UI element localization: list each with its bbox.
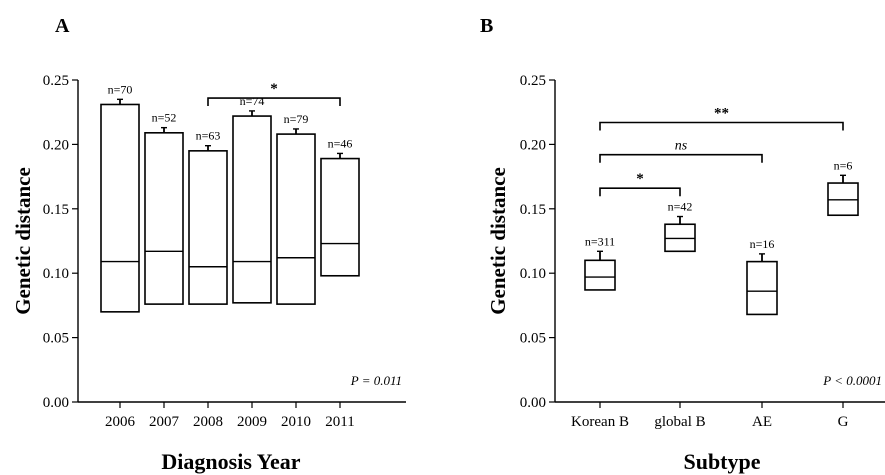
y-tick-label: 0.25 [43,73,69,89]
box-2008: 2008 n=63 [188,129,228,430]
y-tick-label: 0.10 [43,266,69,282]
y-tick-label: 0.20 [520,137,546,153]
significance-label: ns [675,139,688,154]
y-tick-label: 0.15 [43,202,69,218]
y-tick-label: 0.05 [520,331,546,347]
box-n-label: n=52 [152,111,177,125]
box-2007: 2007 n=52 [144,111,184,430]
box-2009: 2009 n=74 [232,94,272,430]
box-korean-b: Korean B n=311 [571,234,629,430]
x-tick-label: 2007 [149,414,180,430]
x-axis-label: Subtype [683,449,760,474]
box-n-label: n=63 [196,129,221,143]
x-tick-label: 2009 [237,414,267,430]
x-tick-label: 2008 [193,414,223,430]
y-axis-label: Genetic distance [11,167,35,315]
panel-label: A [55,15,70,37]
box-n-label: n=6 [834,158,853,172]
box-n-label: n=70 [108,82,133,96]
box-n-label: n=16 [750,237,775,251]
y-tick-label: 0.05 [43,331,69,347]
significance-label: * [270,81,278,97]
x-tick-label: Korean B [571,414,629,430]
box-body [276,133,316,305]
box-n-label: n=74 [240,94,265,108]
x-tick-label: AE [752,414,772,430]
y-tick-label: 0.10 [520,266,546,282]
significance-bracket: * [599,171,681,197]
x-tick-label: G [838,414,849,430]
x-tick-label: 2006 [105,414,136,430]
y-tick-label: 0.15 [520,202,546,218]
box-body [746,260,778,316]
significance-bracket: ** [599,106,844,131]
significance-bracket: ns [599,139,763,163]
box-2011: 2011 n=46 [320,136,360,430]
significance-line [599,153,763,163]
x-tick-label: 2011 [325,414,354,430]
y-tick-label: 0.25 [520,73,546,89]
x-tick-label: 2010 [281,414,311,430]
panel-b: B 0.00 0.05 0.10 0.15 0.20 0.25 Genetic distanc… [480,15,885,474]
panel-a: A 0.00 0.05 0.10 0.15 0.20 0.25 Genetic distanc… [11,15,406,474]
significance-label: ** [714,106,729,122]
box-body [144,132,184,305]
y-tick-label: 0.20 [43,137,69,153]
significance-label: * [636,171,644,187]
box-n-label: n=42 [668,200,693,214]
box-g: Gn=6 [827,158,859,430]
significance-line [599,121,844,131]
box-ae: AE n=16 [746,237,778,430]
y-tick-label: 0.00 [43,395,69,411]
box-body [232,115,272,304]
box-n-label: n=79 [284,112,309,126]
box-n-label: n=311 [585,234,615,248]
p-value-label: P = 0.011 [350,373,402,388]
box-global-b: global B n=42 [654,200,705,430]
p-value-label: P < 0.0001 [822,373,882,388]
panel-label: B [480,15,493,37]
significance-line [207,97,341,107]
y-axis-label: Genetic distance [486,167,510,315]
box-body [320,157,360,277]
box-body [100,103,140,313]
significance-bracket: * [207,81,341,107]
box-n-label: n=46 [328,136,353,150]
x-tick-label: global B [654,414,705,430]
significance-line [599,187,681,197]
box-body [584,259,616,291]
x-axis-label: Diagnosis Year [161,449,300,474]
box-2010: 2010 n=79 [276,112,316,430]
box-2006: 2006 n=70 [100,82,140,430]
box-body [188,150,228,305]
y-tick-label: 0.00 [520,395,546,411]
